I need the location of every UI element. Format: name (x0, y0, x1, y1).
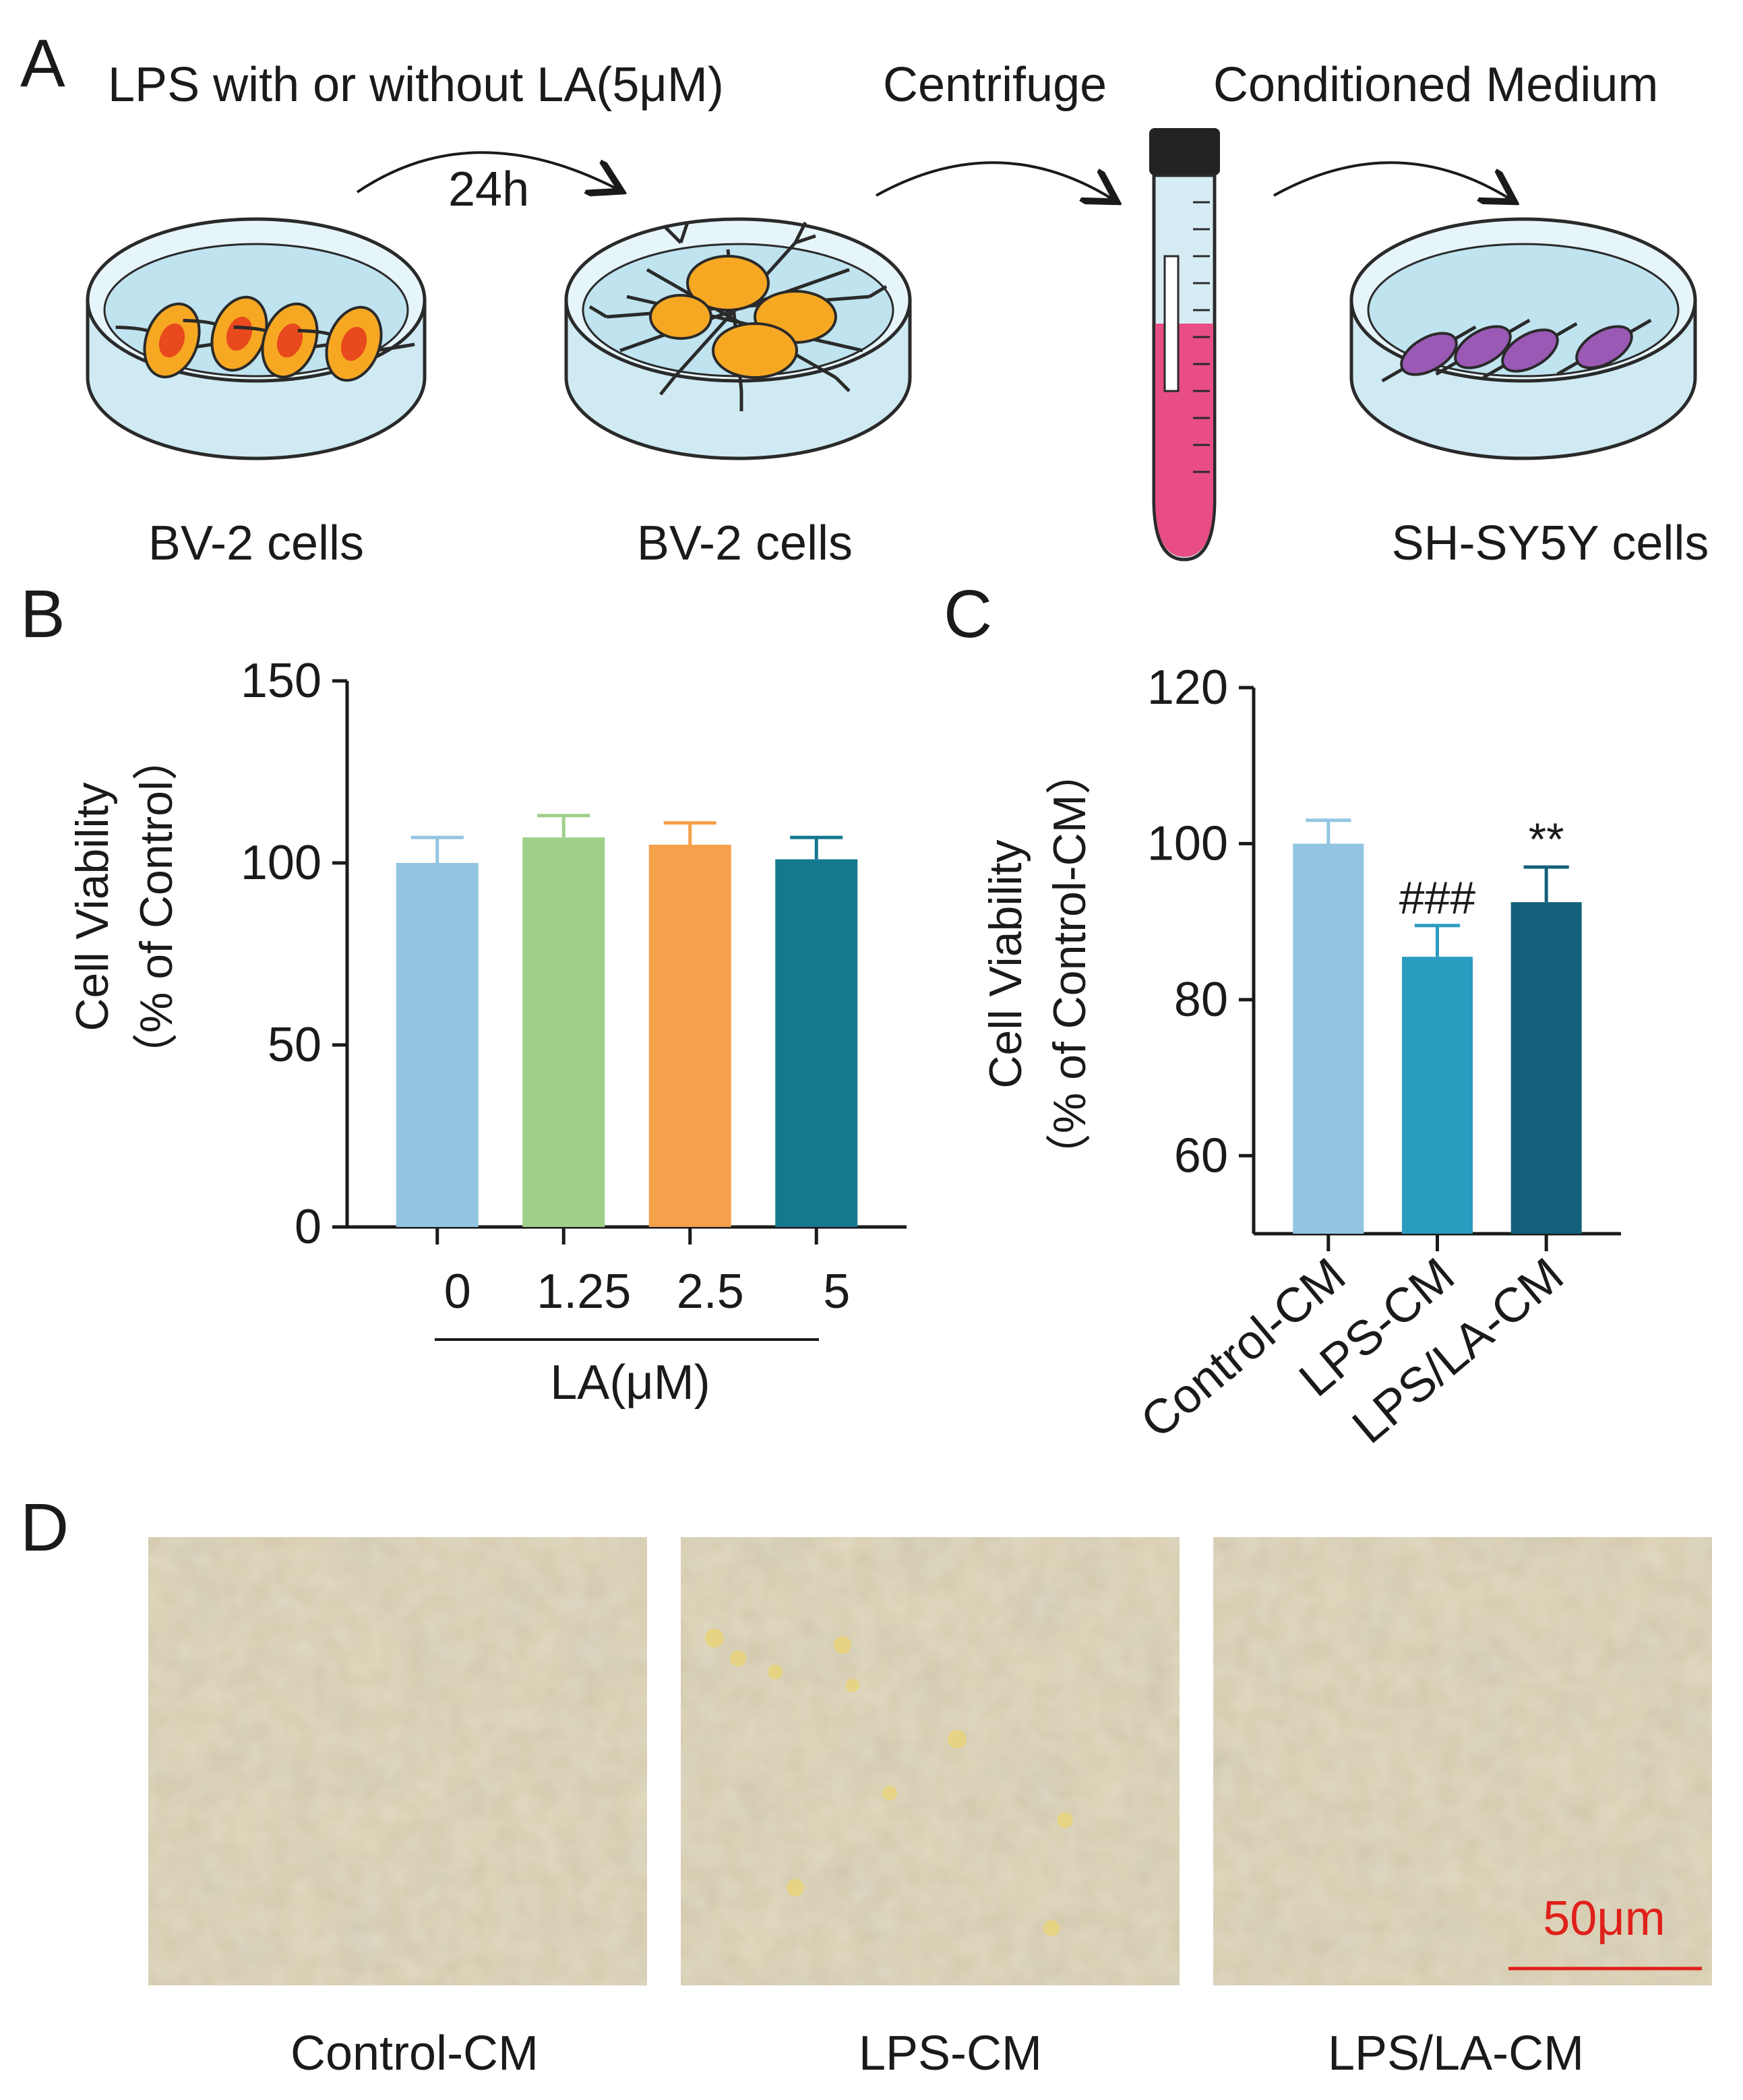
x-tick-label: 2.5 (677, 1265, 744, 1319)
dish1-label: BV-2 cells (148, 516, 364, 570)
bar-1.25 (522, 837, 605, 1227)
bar-0 (396, 863, 479, 1227)
chart-c-ylabel-line1: Cell Viability (980, 839, 1031, 1088)
scale-bar-label: 50μm (1543, 1892, 1665, 1946)
dish3-label: SH-SY5Y cells (1392, 516, 1709, 570)
step3-label: Conditioned Medium (1213, 58, 1658, 112)
panel-letter-a: A (20, 26, 65, 101)
bar-LPS-CM (1402, 957, 1473, 1234)
bar-5 (775, 859, 858, 1227)
step2-label: Centrifuge (883, 58, 1107, 112)
x-tick-label: 5 (823, 1265, 850, 1319)
panel-letter-d: D (20, 1490, 69, 1565)
chart-c-ylabel-line2: （% of Control-CM） (1044, 749, 1095, 1180)
micrograph-label-lps: LPS-CM (859, 2027, 1042, 2080)
arrow-2 (876, 161, 1112, 199)
panel-c: C Cell Viability （% of Control-CM） 60 80 1… (944, 576, 1621, 1454)
panel-letter-c: C (944, 576, 992, 652)
chart-c-ylabel: Cell Viability （% of Control-CM） (980, 749, 1095, 1180)
chart-b-ylabel-line1: Cell Viability (67, 782, 118, 1031)
x-tick-label: 0 (444, 1265, 471, 1319)
panel-d: D 50μm Control-CM LPS-CM (20, 1490, 1712, 2080)
chart-b-ylabel: Cell Viability （% of Control） (67, 735, 182, 1079)
panel-a: A LPS with or without LA(5μM) 24h Centri… (20, 26, 1709, 570)
y-tick-label: 100 (241, 836, 322, 890)
bar-Control-CM (1293, 843, 1364, 1234)
centrifuge-tube (1149, 128, 1220, 562)
chart-b-plot: 0 50 100 150 0 1.25 2.5 5 (241, 654, 907, 1341)
panel-b: B Cell Viability （% of Control） 05010015… (20, 576, 907, 1410)
significance-label: ### (1399, 872, 1476, 924)
microglia-activated-cells (588, 221, 888, 411)
dish2-label: BV-2 cells (637, 516, 853, 570)
micrograph-lps-la (1213, 1537, 1712, 1985)
microglia-resting-cells (115, 295, 415, 382)
y-tick-label: 150 (241, 654, 322, 708)
y-tick-label: 60 (1174, 1129, 1228, 1182)
micrograph-label-control: Control-CM (290, 2027, 539, 2080)
y-tick-label: 80 (1174, 973, 1228, 1027)
step1-label: LPS with or without LA(5μM) (108, 58, 724, 112)
bar-2.5 (648, 845, 731, 1227)
y-tick-label: 50 (268, 1018, 322, 1072)
y-tick-label: 0 (295, 1200, 322, 1254)
significance-label: ** (1529, 814, 1564, 865)
arrow-1 (356, 151, 617, 192)
y-tick-label: 120 (1147, 661, 1228, 715)
chart-b-xlabel: LA(μM) (550, 1356, 710, 1410)
chart-b-ylabel-line2: （% of Control） (131, 735, 182, 1079)
step1-time: 24h (448, 162, 529, 216)
micrograph-control (148, 1537, 647, 1985)
panel-letter-b: B (20, 576, 65, 652)
bar-LPS/LA-CM (1510, 902, 1582, 1234)
x-tick-label: 1.25 (537, 1265, 631, 1319)
arrow-3 (1273, 161, 1510, 199)
y-tick-label: 100 (1147, 816, 1228, 870)
micrograph-lps (681, 1537, 1180, 1985)
neuron-cells (1381, 318, 1652, 383)
micrograph-label-lps-la: LPS/LA-CM (1328, 2027, 1584, 2080)
